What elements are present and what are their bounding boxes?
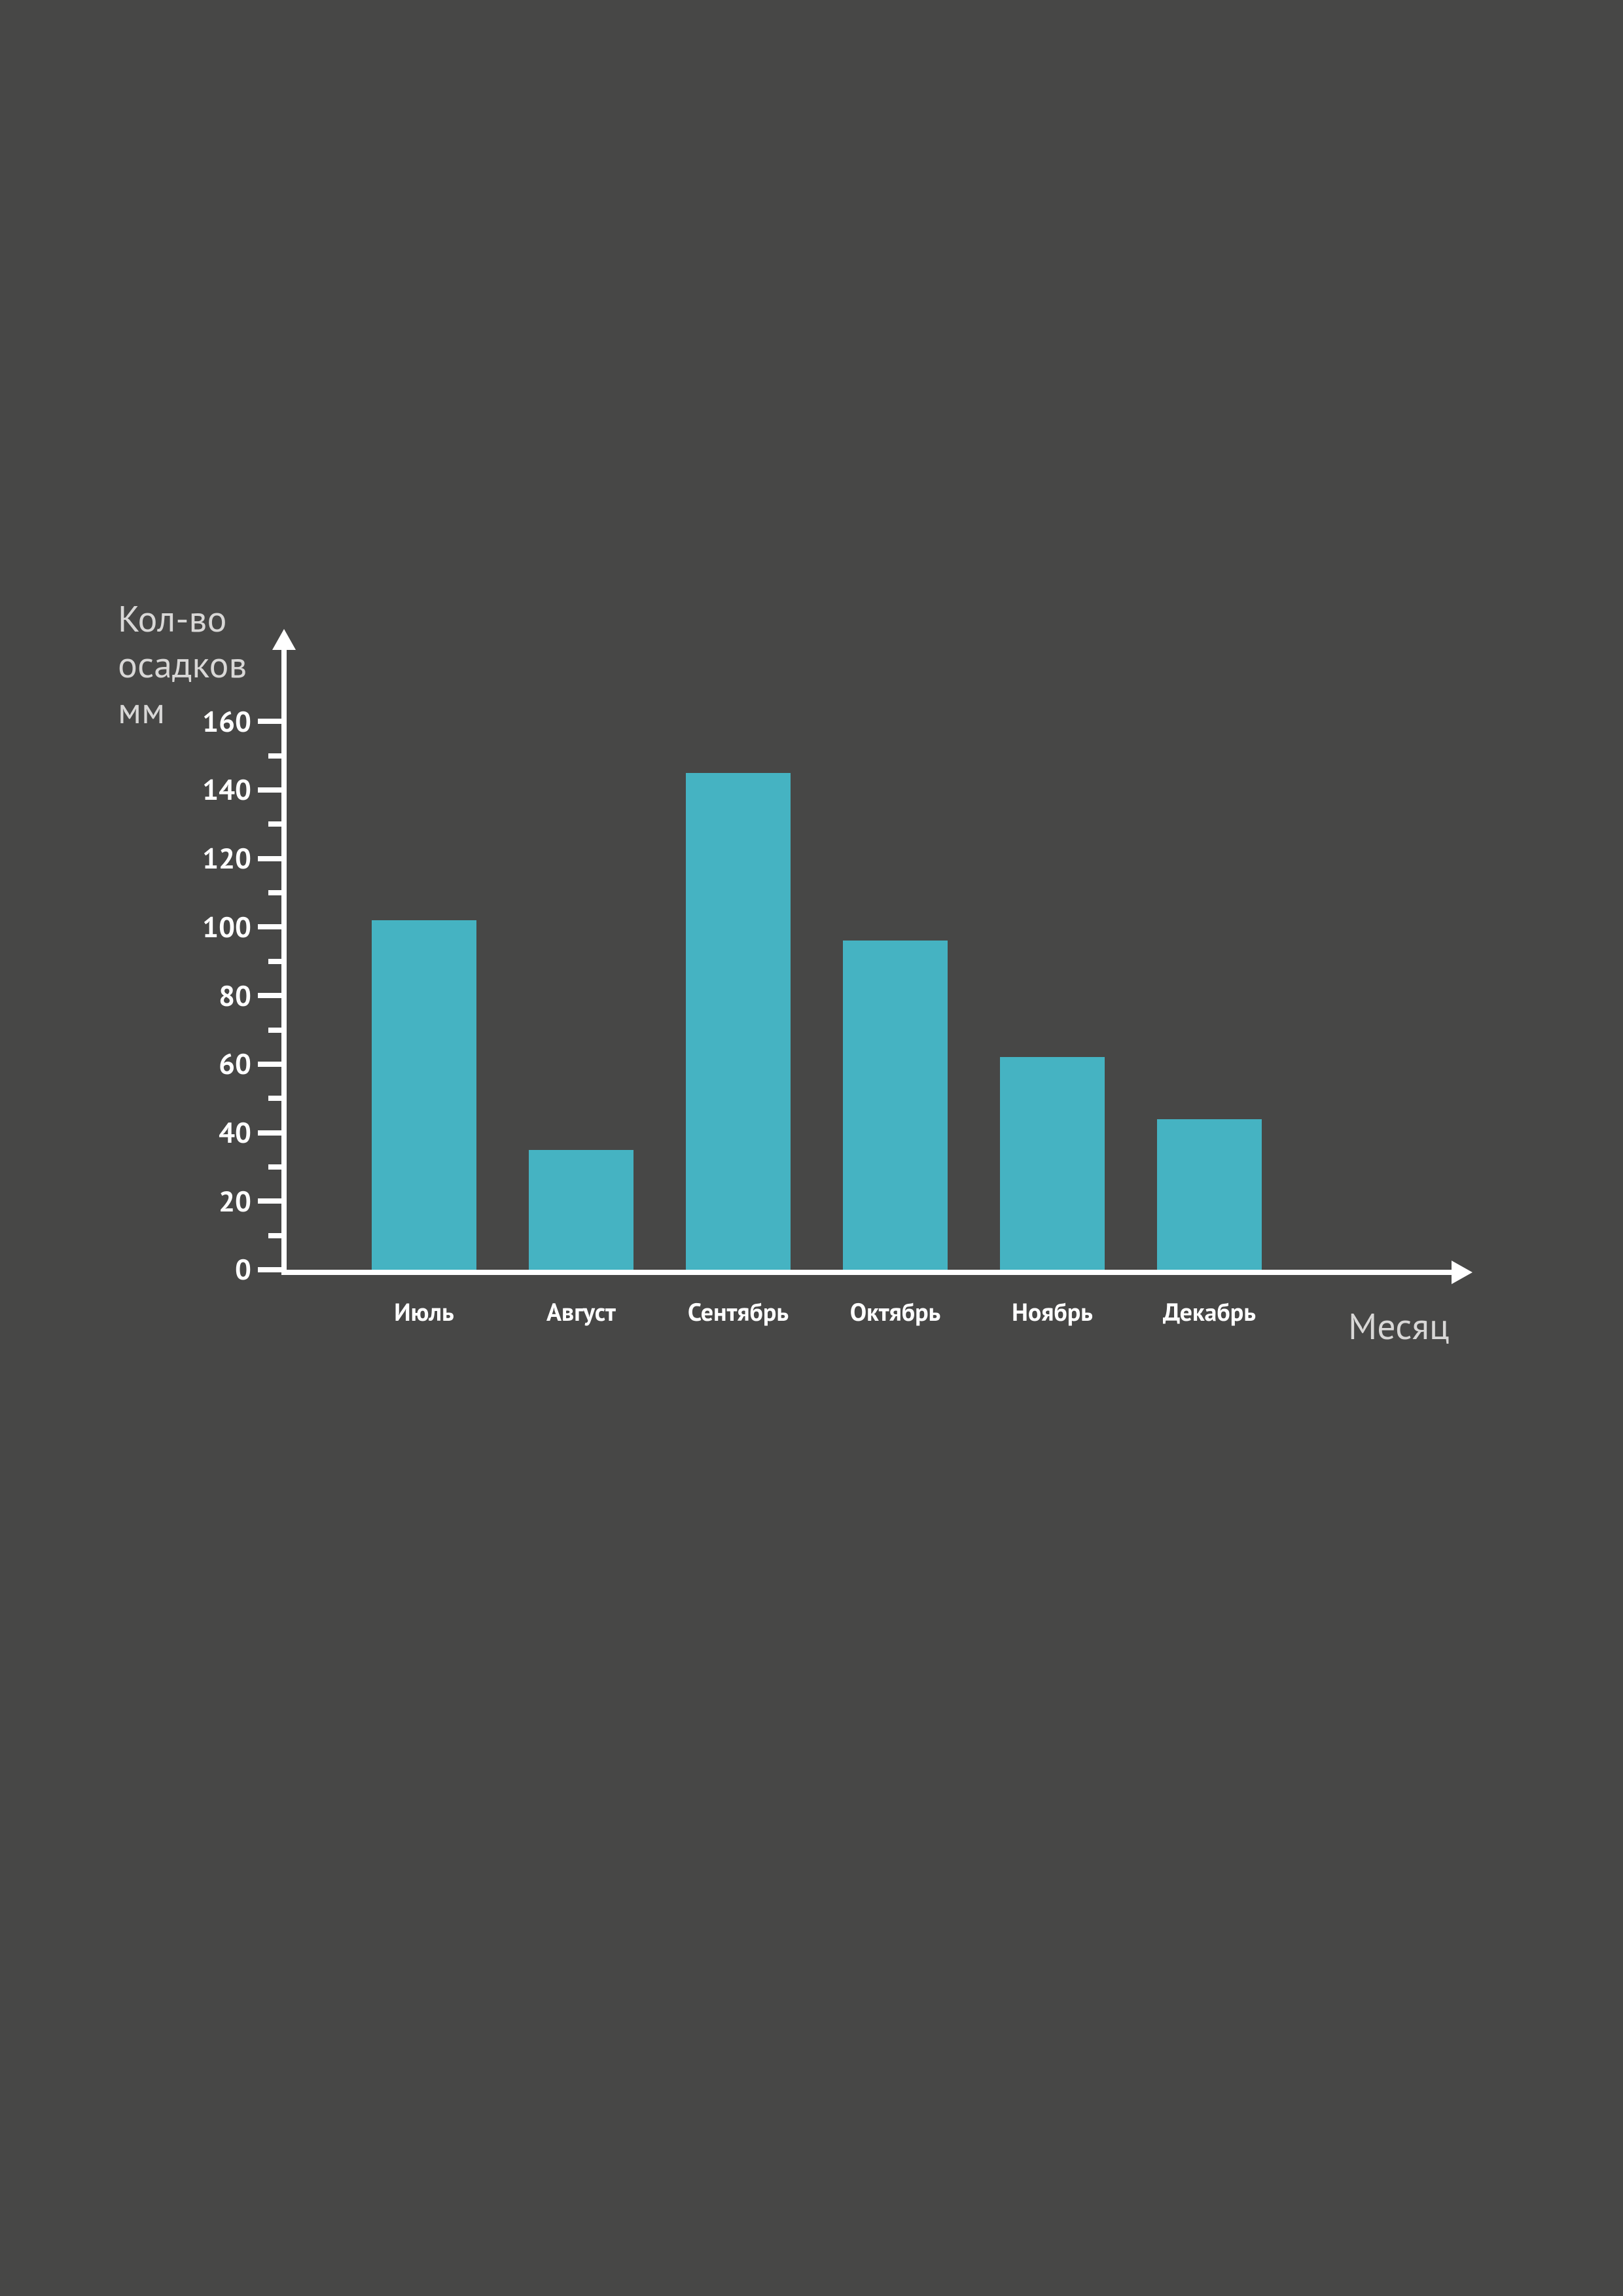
y-axis-arrow-icon (272, 629, 296, 650)
y-minor-tick (268, 1233, 281, 1238)
x-axis-arrow-icon (1452, 1261, 1472, 1284)
y-tick-label: 40 (179, 1114, 251, 1151)
x-axis (281, 1270, 1453, 1275)
y-tick (258, 1130, 281, 1136)
bar (1157, 1119, 1262, 1270)
category-label: Июль (394, 1296, 454, 1328)
y-tick (258, 924, 281, 929)
y-tick-label: 60 (179, 1045, 251, 1083)
y-tick (258, 1062, 281, 1067)
y-tick (258, 993, 281, 998)
y-minor-tick (268, 753, 281, 759)
y-axis-title: Кол-во осадков мм (118, 596, 247, 733)
y-minor-tick (268, 1028, 281, 1033)
y-tick-label: 100 (179, 908, 251, 946)
y-tick-label: 140 (179, 771, 251, 808)
category-label: Декабрь (1163, 1296, 1256, 1328)
bar (529, 1150, 633, 1270)
y-tick (258, 1267, 281, 1272)
bar (372, 920, 476, 1270)
y-tick (258, 1198, 281, 1204)
bar (843, 941, 948, 1270)
category-label: Сентябрь (688, 1296, 789, 1328)
y-tick (258, 719, 281, 724)
category-label: Август (546, 1296, 616, 1328)
y-minor-tick (268, 890, 281, 895)
bar (1000, 1057, 1105, 1270)
y-minor-tick (268, 1164, 281, 1170)
y-tick-label: 20 (179, 1183, 251, 1220)
bar (686, 773, 791, 1270)
x-axis-title: Месяц (1348, 1302, 1450, 1350)
y-tick-label: 80 (179, 977, 251, 1014)
category-label: Октябрь (850, 1296, 941, 1328)
y-tick (258, 856, 281, 861)
y-minor-tick (268, 959, 281, 964)
y-minor-tick (268, 821, 281, 827)
y-tick (258, 787, 281, 793)
y-minor-tick (268, 1096, 281, 1101)
y-axis (281, 648, 287, 1270)
category-label: Ноябрь (1012, 1296, 1093, 1328)
y-tick-label: 0 (179, 1251, 251, 1288)
y-tick-label: 120 (179, 840, 251, 877)
